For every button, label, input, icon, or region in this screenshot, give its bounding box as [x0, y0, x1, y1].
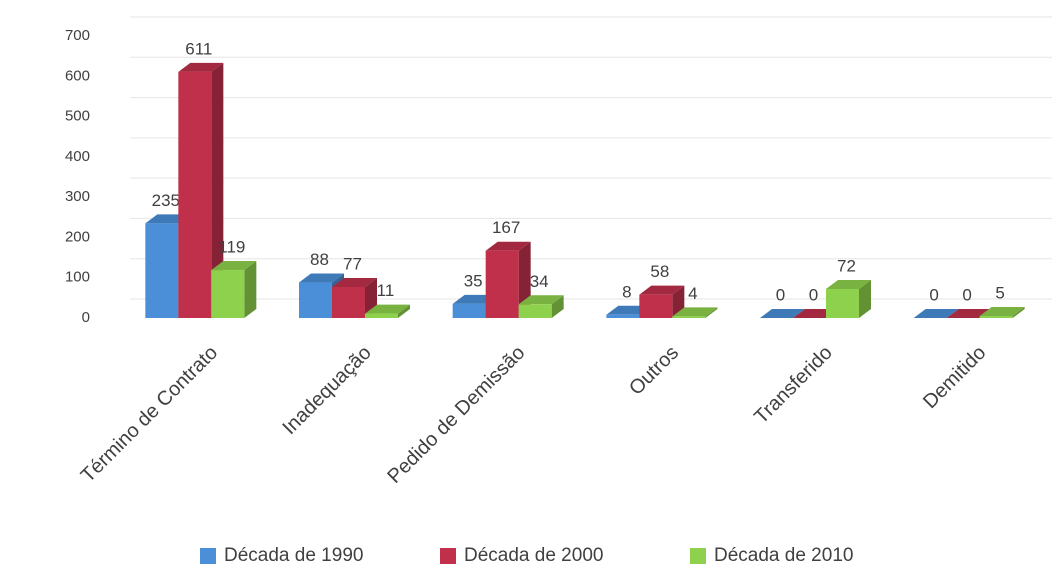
bar-top [518, 295, 564, 305]
bar [606, 314, 640, 318]
bar-top [760, 309, 805, 318]
bar [145, 223, 179, 318]
x-tick-label: Pedido de Demissão [383, 342, 529, 488]
value-label: 119 [218, 238, 245, 257]
legend-label: Década de 2010 [714, 545, 853, 566]
y-tick-label: 300 [65, 188, 90, 205]
value-label: 11 [377, 281, 395, 300]
value-label: 235 [152, 191, 180, 210]
x-tick-label: Término de Contrato [77, 342, 222, 487]
value-label: 35 [464, 271, 483, 290]
legend-swatch [690, 548, 706, 564]
bar-top [672, 307, 718, 317]
value-label: 0 [809, 285, 818, 304]
value-label: 77 [343, 254, 362, 273]
bar [365, 313, 398, 318]
bar-side [1012, 306, 1025, 318]
bar [485, 250, 519, 318]
bar-top [485, 241, 531, 251]
y-tick-label: 200 [65, 228, 90, 245]
x-tick-label: Demitido [919, 342, 990, 413]
bar [639, 294, 673, 318]
bar [672, 316, 706, 318]
bar [211, 270, 245, 318]
x-tick-label: Outros [625, 342, 683, 400]
bar-top [639, 285, 685, 295]
y-tick-label: 400 [65, 148, 90, 165]
value-label: 34 [530, 272, 549, 291]
value-label: 611 [185, 39, 212, 58]
value-label: 0 [776, 285, 785, 304]
bar-top [979, 306, 1025, 316]
bar [452, 303, 486, 318]
y-tick-label: 700 [65, 27, 90, 44]
value-label: 4 [688, 284, 697, 303]
bar-top [365, 304, 410, 314]
bar-top [211, 261, 257, 271]
bar [979, 315, 1013, 318]
x-tick-label: Inadequação [278, 342, 375, 439]
value-label: 0 [962, 285, 971, 304]
bar-side [705, 307, 718, 318]
value-label: 58 [650, 262, 669, 281]
bar-side [859, 279, 871, 318]
bar [518, 304, 552, 318]
y-tick-label: 0 [82, 309, 90, 326]
bar-side [398, 304, 410, 318]
bar [299, 282, 332, 318]
bar [826, 288, 859, 318]
bar [332, 286, 365, 318]
value-label: 72 [837, 256, 856, 275]
legend-label: Década de 2000 [464, 545, 603, 566]
value-label: 5 [995, 283, 1004, 302]
bar-top [913, 309, 959, 318]
bar-side [244, 261, 257, 318]
bar-side [551, 295, 564, 318]
legend-label: Década de 1990 [224, 545, 363, 566]
y-tick-label: 100 [65, 269, 90, 286]
y-tick-label: 600 [65, 67, 90, 84]
legend-swatch [200, 548, 216, 564]
value-label: 8 [622, 282, 631, 301]
bar-top [178, 62, 224, 72]
bar-top [299, 273, 344, 283]
value-label: 167 [492, 218, 520, 237]
bar [178, 71, 212, 319]
bar-side [211, 62, 224, 319]
legend-swatch [440, 548, 456, 564]
bar-top [332, 277, 377, 287]
y-tick-label: 500 [65, 108, 90, 125]
value-label: 0 [929, 285, 938, 304]
bar-top [826, 279, 871, 289]
value-label: 88 [310, 250, 329, 269]
x-tick-label: Transferido [750, 342, 837, 429]
